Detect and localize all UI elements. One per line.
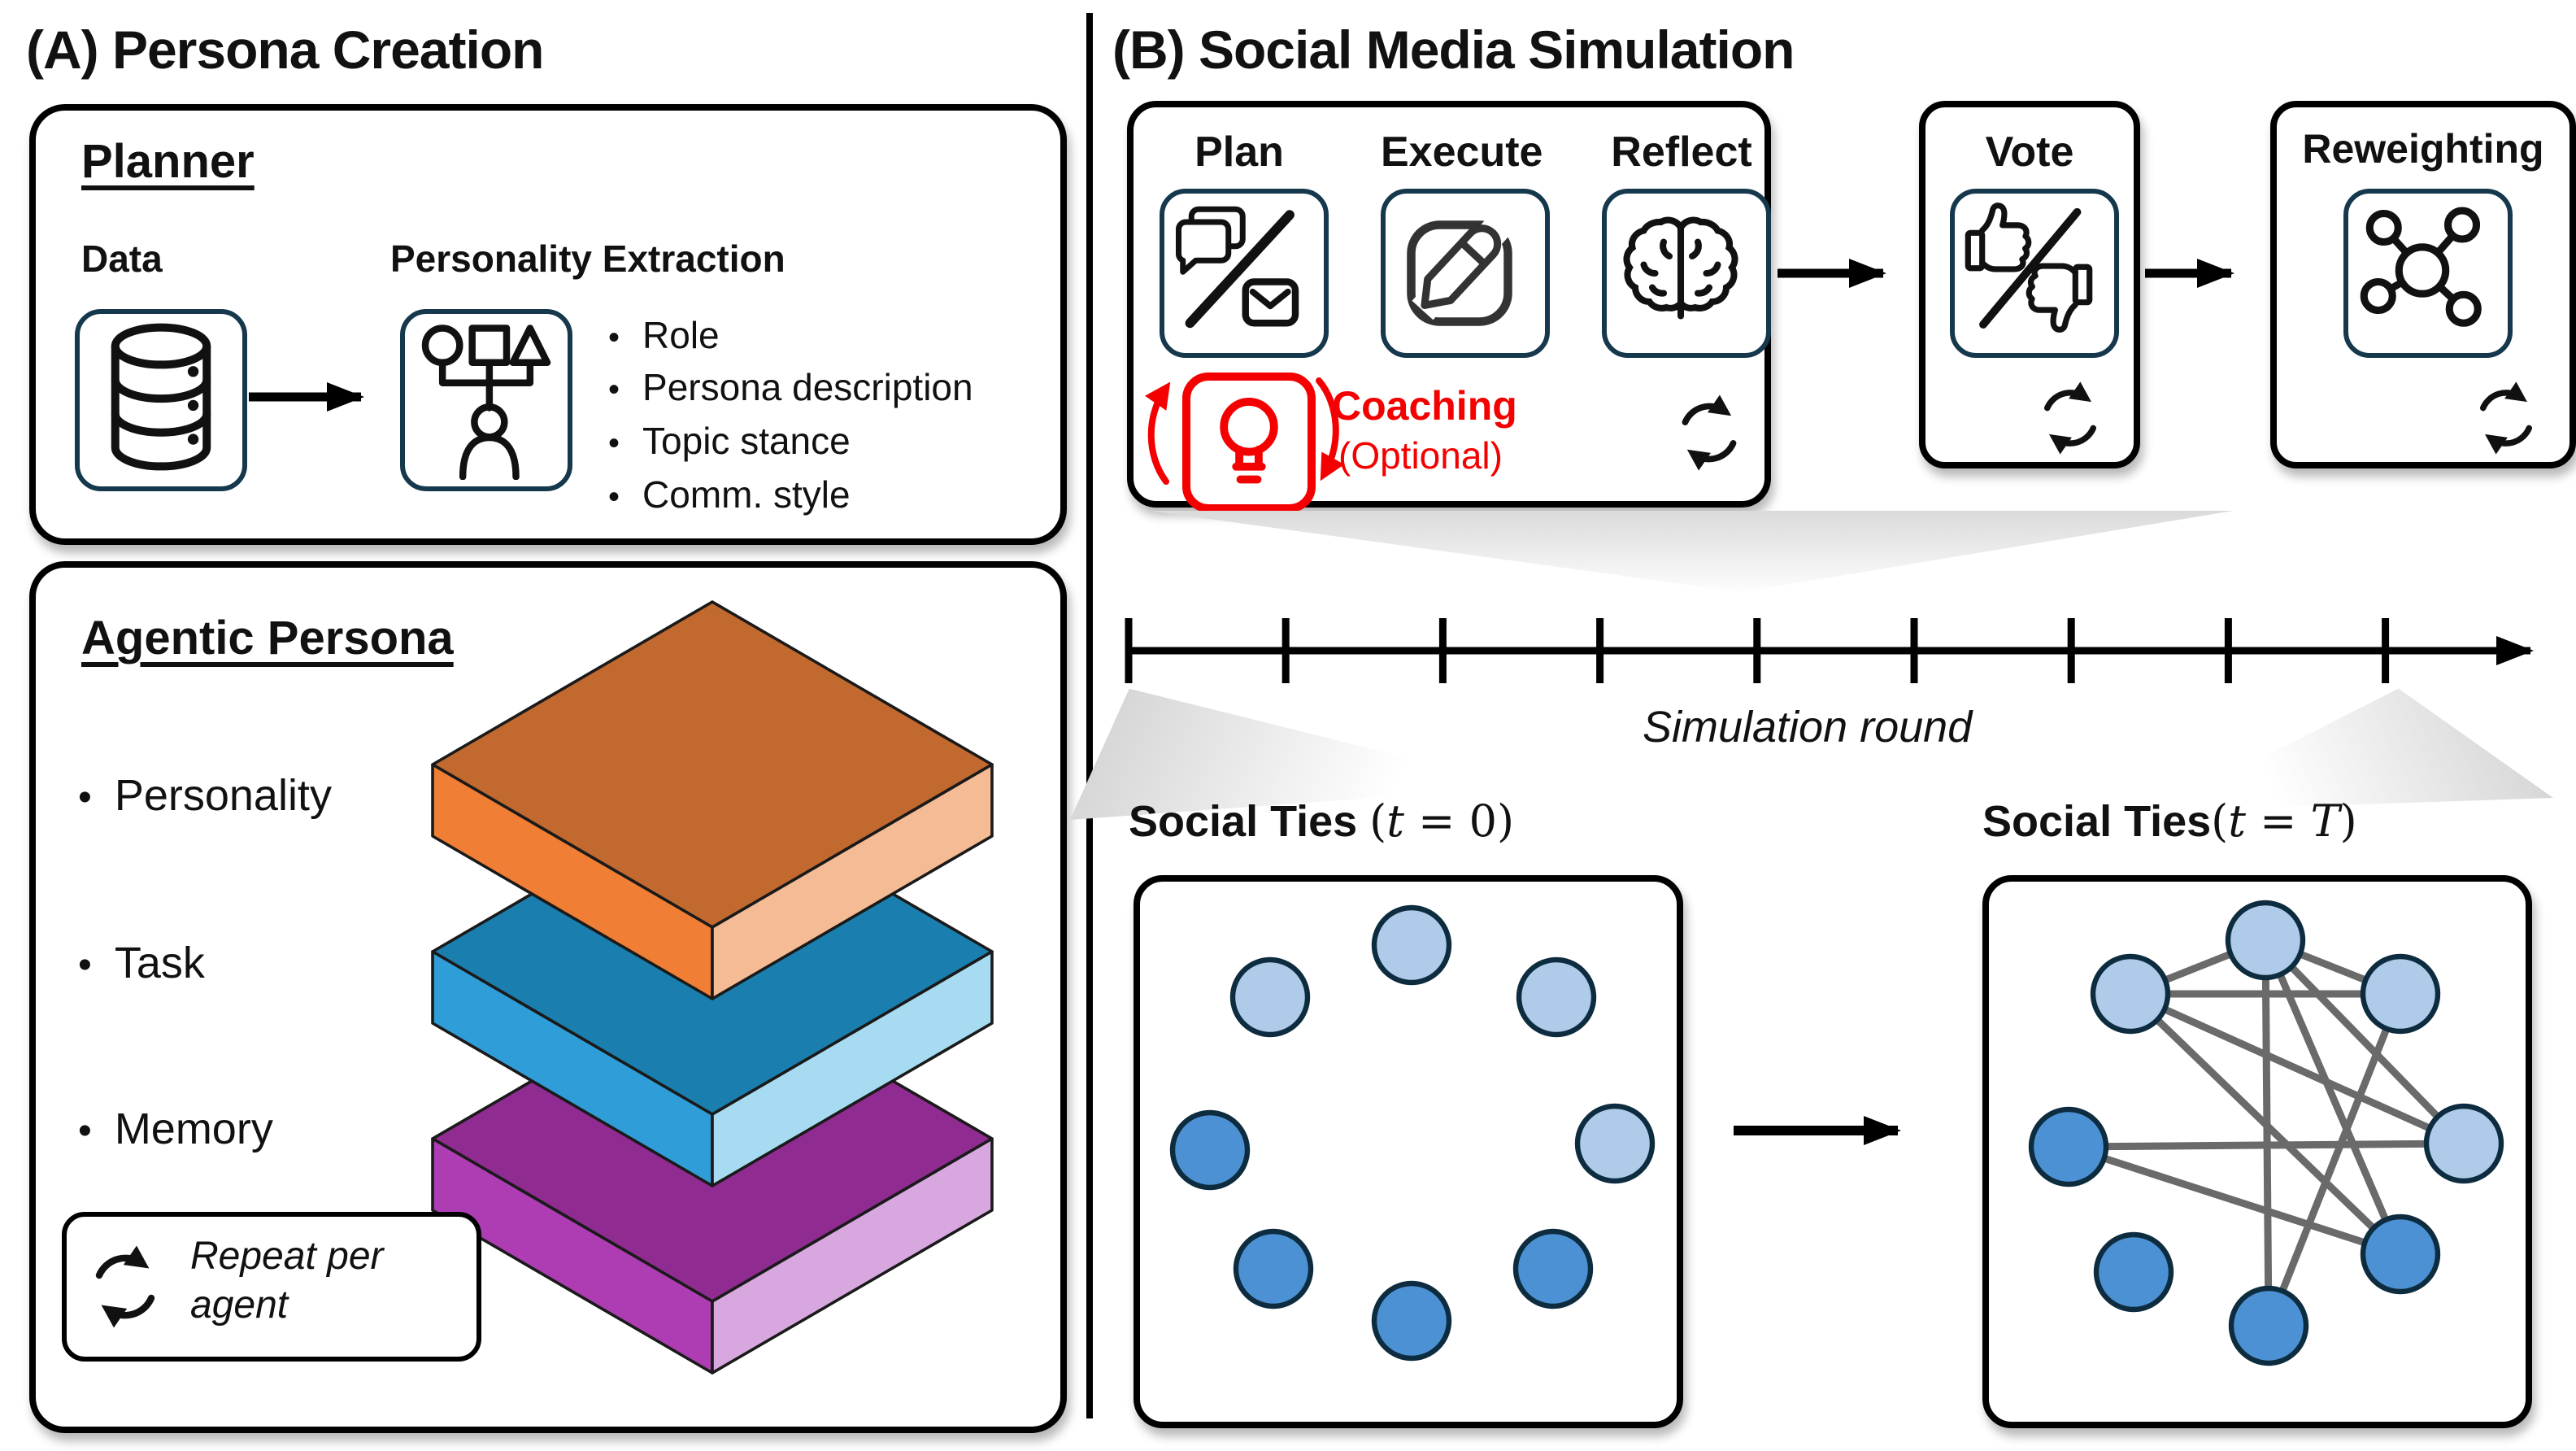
social-tie-edge [2129, 990, 2465, 1148]
social-tie-edge [2261, 939, 2404, 1256]
bullet-dot: • [78, 1109, 92, 1153]
list-item: • Topic stance [608, 420, 851, 462]
list-item: • Role [608, 314, 720, 356]
planner-box: Planner Data Personality Extraction [29, 104, 1067, 545]
database-icon [111, 323, 211, 471]
agent-node-top-right [1516, 956, 1597, 1038]
social-ties-t0-label: Social Ties (t = 0) [1129, 797, 1515, 848]
personality-layer-right [711, 763, 994, 1000]
agent-node-bottom-right [1512, 1228, 1594, 1309]
agent-node-right [1574, 1103, 1656, 1184]
bullet-dot: • [608, 480, 620, 516]
agent-node-right [2423, 1103, 2504, 1184]
agentic-persona-box: Agentic Persona • Personality • Task • M… [29, 561, 1067, 1433]
social-tie-edge [2067, 1143, 2402, 1258]
thumbs-up-down-icon [1965, 203, 2093, 333]
vote-box: Vote [1919, 101, 2140, 468]
brain-icon [1623, 194, 1755, 320]
extraction-iconbox [400, 309, 572, 491]
agent-node-left [2028, 1106, 2109, 1187]
execute-iconbox [1381, 189, 1550, 358]
task-layer-right [711, 950, 994, 1187]
agent-node-top-left [1229, 956, 1311, 1038]
cycle-icon [2043, 381, 2097, 455]
reweighting-box: Reweighting [2270, 101, 2576, 468]
section-divider [1086, 13, 1093, 1418]
social-tie-edge [2265, 992, 2404, 1327]
memory-layer-right [711, 1137, 994, 1375]
social-ties-tT-box [1982, 875, 2532, 1428]
simulation-timeline [1125, 618, 2534, 683]
agent-node-top [2225, 900, 2306, 981]
persona-layer-stack [431, 600, 994, 1375]
vote-iconbox [1950, 189, 2119, 358]
agent-node-bottom-right [2360, 1214, 2441, 1295]
list-item: • Persona description [608, 366, 973, 408]
cycle-icon [2479, 381, 2533, 455]
org-chart-person-icon [421, 325, 551, 480]
section-a-title: (A) Persona Creation [26, 20, 544, 80]
list-item: • Personality [78, 771, 332, 820]
coaching-label: Coaching [1332, 384, 1517, 429]
agent-node-top-left [2090, 953, 2171, 1035]
agent-node-bottom [1371, 1280, 1452, 1362]
chat-or-message-icon [1175, 206, 1299, 329]
bullet-dot: • [608, 426, 620, 462]
reweighting-label: Reweighting [2302, 127, 2544, 172]
social-ties-t0-box [1134, 875, 1683, 1428]
social-network-tT [2028, 900, 2504, 1366]
plan-iconbox [1160, 189, 1329, 358]
repeat-per-agent-box: Repeat per agent [62, 1212, 481, 1362]
cycle-icon [95, 1245, 155, 1328]
extraction-label: Personality Extraction [390, 237, 785, 280]
coaching-optional-label: (Optional) [1338, 434, 1503, 477]
repeat-note: Repeat per agent [190, 1235, 384, 1327]
agent-node-bottom-left [2093, 1231, 2174, 1313]
plan-label: Plan [1194, 127, 1284, 176]
agent-node-bottom [2228, 1285, 2309, 1366]
agent-loop-box: Plan Execute Reflect [1127, 101, 1771, 512]
bullet-dot: • [608, 373, 620, 408]
planner-arrow [249, 382, 364, 412]
database-iconbox [75, 309, 247, 491]
social-tie-edge [2262, 937, 2467, 1147]
agent-node-top [1371, 904, 1452, 986]
bullet-dot: • [78, 943, 92, 987]
social-tie-edge [2261, 939, 2273, 1327]
reflect-label: Reflect [1611, 127, 1752, 176]
lightbulb-icon [1220, 398, 1278, 484]
list-item: • Task [78, 939, 205, 987]
list-item: • Memory [78, 1105, 273, 1153]
reweighting-iconbox [2343, 189, 2513, 358]
timeline-label: Simulation round [1643, 703, 1973, 752]
vote-label: Vote [1985, 127, 2074, 176]
agentic-heading: Agentic Persona [81, 613, 454, 665]
data-label: Data [81, 237, 163, 280]
social-network-t0 [1169, 904, 1656, 1362]
pencil-edit-icon [1407, 209, 1516, 326]
bullet-dot: • [78, 776, 92, 820]
bullet-dot: • [608, 320, 620, 356]
arrow-loop-to-vote [1778, 259, 1886, 288]
agent-node-top-right [2360, 953, 2441, 1035]
arrow-vote-to-reweighting [2145, 259, 2234, 288]
execute-label: Execute [1381, 127, 1543, 176]
reflect-iconbox [1602, 189, 1771, 358]
planner-heading: Planner [81, 137, 255, 189]
math-expression: (t = 0) [1369, 797, 1515, 848]
social-ties-tT-label: Social Ties(t = T) [1982, 797, 2357, 848]
funnel-shade [1149, 511, 2234, 592]
coaching-box [1182, 373, 1316, 512]
math-expression: (t = T) [2211, 797, 2357, 848]
section-b-title: (B) Social Media Simulation [1112, 20, 1795, 80]
cycle-icon [1682, 394, 1737, 471]
social-tie-edge [2068, 1139, 2465, 1151]
agent-node-left [1169, 1109, 1251, 1191]
network-hub-icon [2360, 207, 2482, 327]
coaching-loop-arrows [1144, 377, 1345, 485]
agent-node-bottom-left [1233, 1228, 1314, 1309]
list-item: • Comm. style [608, 473, 851, 516]
arrow-t0-to-tT [1734, 1116, 1901, 1145]
